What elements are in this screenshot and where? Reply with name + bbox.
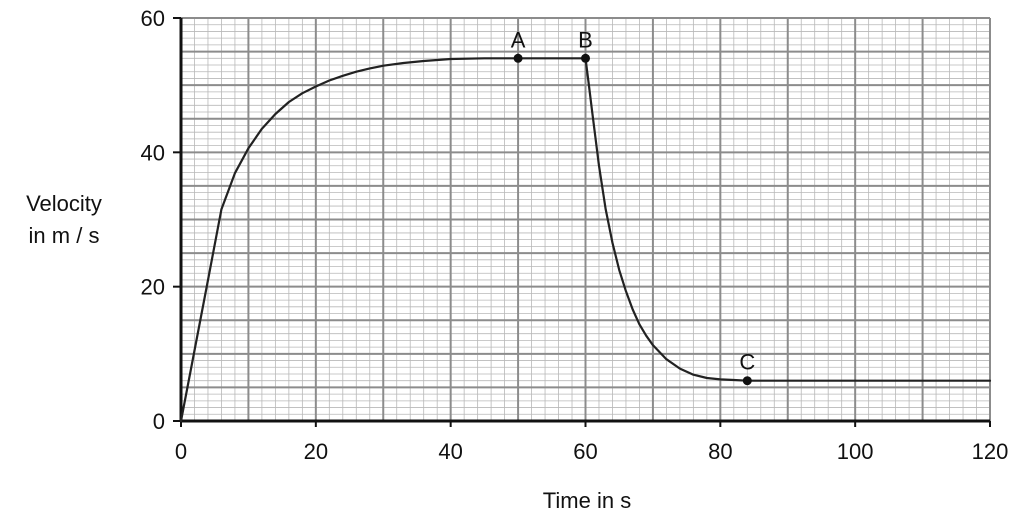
y-axis-title-line-1: Velocity [26,191,102,216]
y-tick-label: 20 [141,275,165,300]
point-a-label: A [511,27,526,52]
x-axis-title: Time in s [543,488,631,513]
point-b-marker [581,53,590,63]
points-layer: A B C [511,27,755,386]
y-tick-label: 40 [141,140,165,165]
x-tick-label: 120 [972,439,1009,464]
x-tick-label: 40 [438,439,462,464]
x-tick-label: 60 [573,439,597,464]
x-tick-labels: 0 20 40 60 80 100 120 [175,439,1008,464]
point-b-label: B [578,27,593,52]
axes [173,17,991,427]
x-tick-label: 0 [175,439,187,464]
x-tick-label: 20 [304,439,328,464]
y-tick-label: 60 [141,6,165,31]
y-tick-label: 0 [153,409,165,434]
point-c-label: C [739,350,755,375]
point-c-marker [742,376,752,386]
x-tick-label: 80 [708,439,732,464]
y-tick-labels: 0 20 40 60 [141,6,165,434]
major-grid [180,17,991,422]
y-axis-title-line-2: in m / s [29,223,100,248]
point-a-marker [513,53,523,63]
x-tick-label: 100 [837,439,874,464]
